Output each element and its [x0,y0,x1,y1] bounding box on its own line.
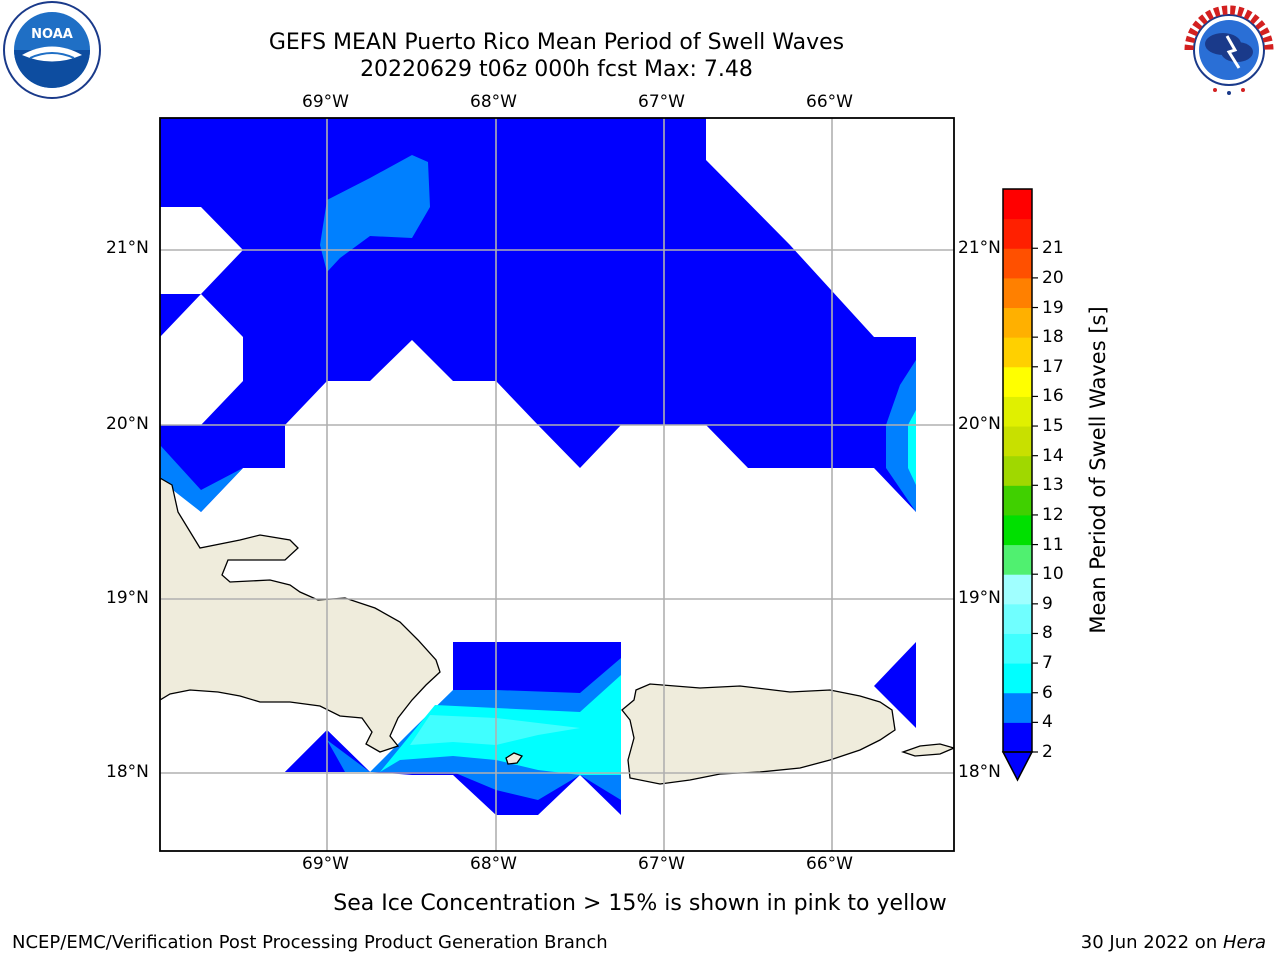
lon-tick-top: 69°W [302,92,349,112]
gridlines [160,118,954,851]
colorbar-swatch [1003,189,1032,220]
colorbar-swatch [1003,248,1032,279]
colorbar-tick-label: 13 [1042,475,1064,496]
colorbar-swatch [1003,544,1032,575]
lon-tick-bottom: 69°W [302,854,349,874]
colorbar-extend-arrow [1001,751,1034,782]
lon-tick-bottom: 66°W [806,854,853,874]
colorbar-tick-label: 6 [1042,682,1053,703]
colorbar-tick-label: 9 [1042,593,1053,614]
swell-region-south-light [410,715,580,745]
colorbar-tick-label: 7 [1042,653,1053,674]
colorbar-swatch [1003,603,1032,634]
colorbar-tick-label: 16 [1042,386,1064,407]
colorbar-swatch [1003,455,1032,486]
puerto-rico-land [621,683,896,785]
chart-subtitle: 20220629 t06z 000h fcst Max: 7.48 [360,57,753,82]
lat-tick-right: 18°N [958,762,1001,782]
colorbar-swatch [1003,574,1032,605]
colorbar-frame [1002,188,1033,753]
footer-host: Hera [1222,932,1266,953]
colorbar-tick-label: 8 [1042,623,1053,644]
svg-text:NOAA: NOAA [31,27,73,42]
swell-region-east-edge [886,360,916,512]
swell-region-west-edge [160,445,243,512]
lon-tick-bottom: 68°W [470,854,517,874]
colorbar-tick-label: 11 [1042,534,1064,555]
swell-region-east-cyan [908,410,916,485]
colorbar-swatch [1003,396,1032,427]
colorbar-tick-label: 21 [1042,238,1064,259]
swell-region-southwest-mid [327,740,370,772]
lon-tick-bottom: 67°W [638,854,685,874]
lon-tick-top: 67°W [638,92,685,112]
nws-logo-icon [1182,3,1276,97]
colorbar-swatch [1003,218,1032,249]
lat-tick-right: 21°N [958,238,1001,258]
colorbar-swatch [1003,633,1032,664]
lon-tick-top: 68°W [470,92,517,112]
colorbar-swatch [1003,337,1032,368]
colorbar-tick-label: 12 [1042,504,1064,525]
lat-tick-left: 21°N [106,238,149,258]
colorbar-swatch [1003,663,1032,694]
colorbar-swatch [1003,722,1032,753]
colorbar-swatch [1003,307,1032,338]
footer-producer: NCEP/EMC/Verification Post Processing Pr… [12,932,608,953]
colorbar-tick-label: 14 [1042,445,1064,466]
colorbar-tick-label: 4 [1042,712,1053,733]
lat-tick-left: 18°N [106,762,149,782]
colorbar-tick-label: 2 [1042,742,1053,762]
noaa-logo-icon: NOAA [3,1,101,99]
lat-tick-left: 20°N [106,414,149,434]
colorbar-tick-label: 10 [1042,564,1064,585]
vieques-island [900,743,954,757]
sea-ice-note: Sea Ice Concentration > 15% is shown in … [333,891,947,916]
chart-title: GEFS MEAN Puerto Rico Mean Period of Swe… [268,30,845,55]
colorbar-swatch [1003,426,1032,457]
colorbar [1001,188,1038,782]
colorbar-tick-label: 20 [1042,267,1064,288]
colorbar-swatch [1003,366,1032,397]
colorbar-swatch [1003,277,1032,309]
hispaniola-land [160,477,441,753]
colorbar-tick-label: 18 [1042,327,1064,348]
swell-region-southeast [874,642,916,728]
saona-island [505,752,524,765]
lat-tick-right: 19°N [958,588,1001,608]
map-area [160,118,954,851]
colorbar-swatch [1003,485,1032,516]
lon-tick-top: 66°W [806,92,853,112]
footer-date: 30 Jun 2022 on Hera [1081,931,1266,955]
colorbar-swatch [1003,692,1032,723]
colorbar-swatch [1003,514,1032,546]
swell-region-north-light [320,155,430,272]
colorbar-tick-label: 17 [1042,356,1064,377]
lat-tick-left: 19°N [106,588,149,608]
colorbar-title: Mean Period of Swell Waves [s] [1086,306,1110,634]
lat-tick-right: 20°N [958,414,1001,434]
colorbar-tick-label: 15 [1042,416,1064,437]
footer-date-text: 30 Jun 2022 on [1080,932,1223,953]
colorbar-tick-label: 19 [1042,297,1064,318]
map-frame [159,117,955,852]
